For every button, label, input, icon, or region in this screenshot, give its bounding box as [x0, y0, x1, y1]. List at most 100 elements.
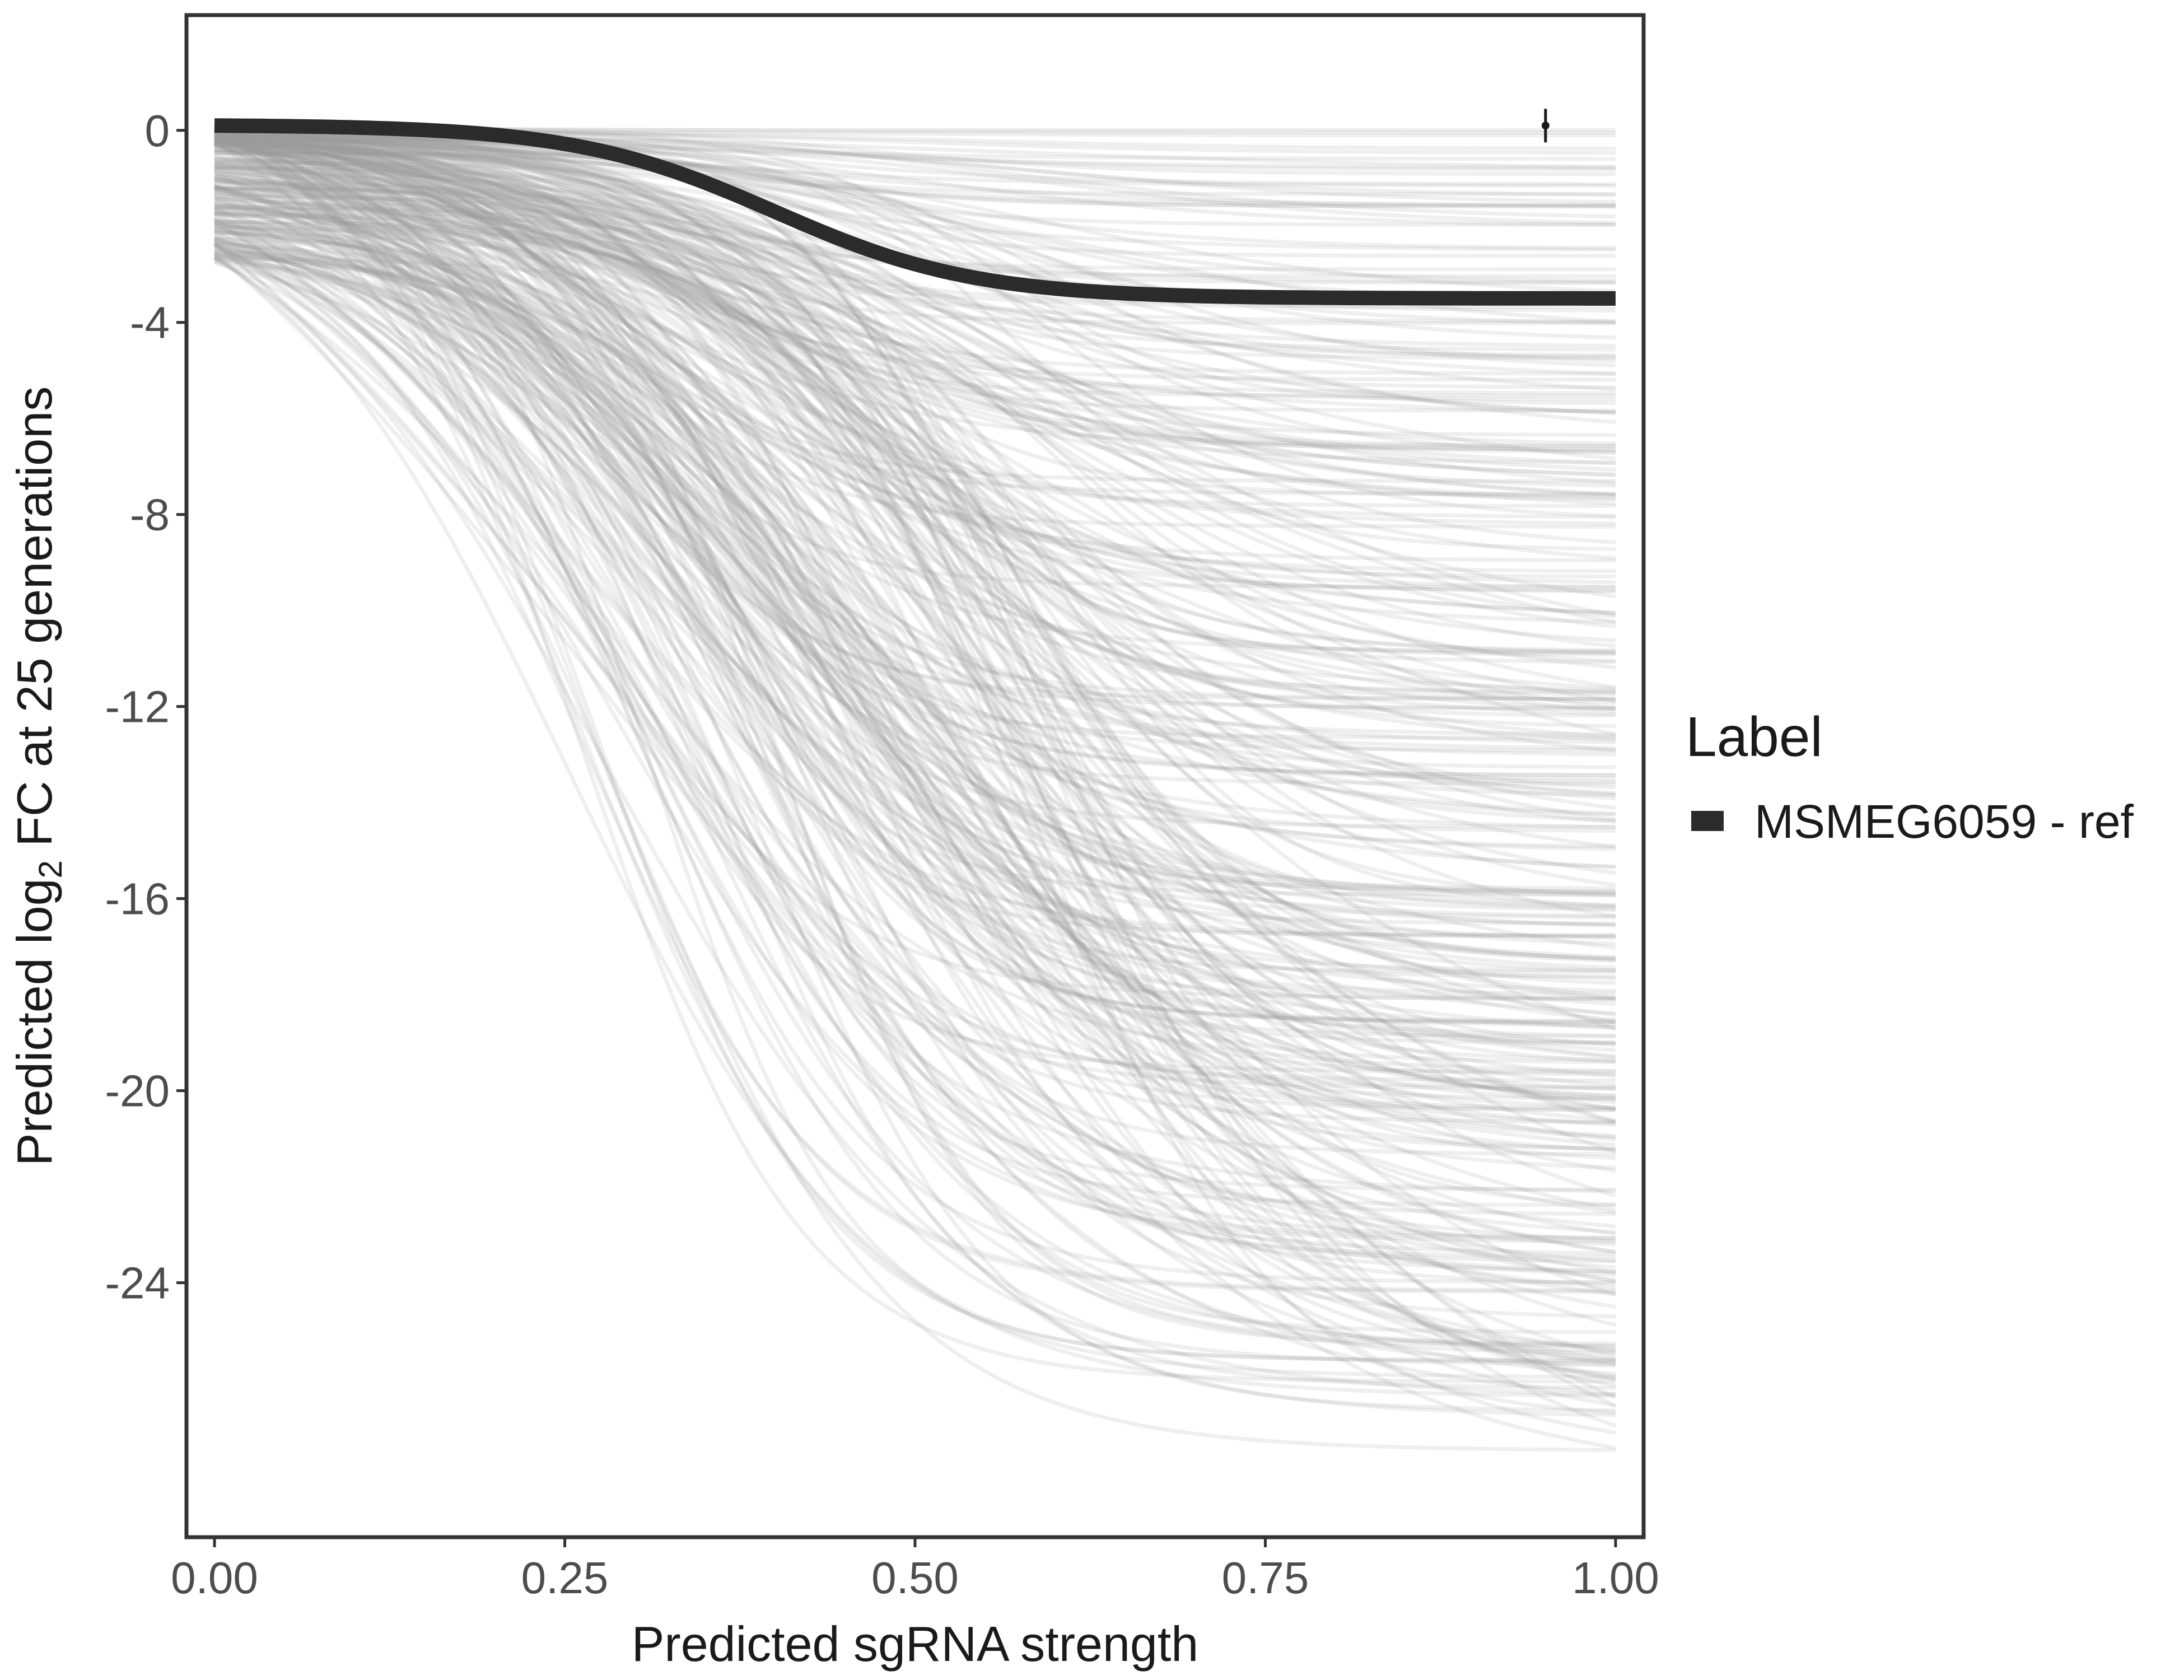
background-series-line	[214, 140, 1616, 1065]
background-series-line	[214, 186, 1616, 713]
background-series-line	[214, 136, 1616, 1348]
background-series-line	[214, 130, 1616, 313]
background-series-line	[214, 196, 1616, 822]
background-series-line	[213, 174, 1616, 585]
background-series-line	[213, 140, 1616, 1379]
y-tick-label: -24	[105, 1258, 170, 1308]
x-tick-label: 0.25	[521, 1553, 609, 1603]
background-series-line	[214, 147, 1616, 325]
background-series-line	[214, 129, 1616, 1368]
background-series-line	[214, 169, 1616, 544]
background-series-line	[214, 202, 1616, 869]
background-series-line	[214, 139, 1616, 810]
background-series-line	[214, 142, 1616, 777]
background-series-line	[213, 139, 1616, 981]
background-series-line	[214, 124, 1617, 1032]
background-series-line	[214, 139, 1617, 1428]
background-series-line	[213, 217, 1616, 1015]
background-series-line	[214, 143, 1616, 702]
background-series-line	[214, 134, 1616, 207]
background-series-line	[213, 251, 1616, 1361]
background-series-line	[214, 176, 1616, 615]
background-series-line	[213, 260, 1616, 1452]
background-series-line	[214, 140, 1616, 252]
background-series-line	[214, 124, 1616, 1111]
background-series-line	[214, 132, 1616, 188]
background-series-line	[214, 221, 1616, 1063]
background-series-line	[214, 204, 1616, 893]
background-series-line	[213, 256, 1616, 1408]
background-series-line	[214, 135, 1616, 1234]
background-series-line	[213, 240, 1616, 1243]
background-series-line	[214, 141, 1616, 703]
background-series-line	[213, 236, 1616, 1215]
background-series-line	[214, 136, 1616, 1123]
background-series-line	[214, 126, 1616, 1002]
background-series-line	[214, 147, 1616, 325]
background-series-line	[214, 136, 1616, 209]
background-series-line	[213, 210, 1616, 950]
background-series-line	[213, 183, 1616, 1396]
background-series-line	[214, 136, 1616, 689]
background-series-line	[214, 162, 1616, 478]
background-series-line	[214, 186, 1616, 710]
background-series-line	[214, 131, 1616, 1088]
background-series-line	[214, 139, 1616, 497]
background-series-line	[214, 137, 1616, 552]
background-series-line	[214, 190, 1616, 750]
background-series-line	[214, 227, 1616, 1127]
background-series-line	[214, 204, 1616, 898]
background-series-line	[214, 165, 1616, 497]
background-series-line	[214, 130, 1616, 972]
background-series-line	[213, 230, 1616, 1147]
background-series-line	[214, 151, 1616, 359]
background-series-line	[214, 250, 1616, 1351]
background-series-line	[214, 150, 1616, 348]
background-series-line	[214, 223, 1616, 1082]
background-series-line	[214, 238, 1616, 1229]
background-series-line	[214, 136, 1616, 926]
background-series-line	[214, 130, 1616, 701]
background-series-line	[214, 130, 1616, 781]
background-series-line	[214, 132, 1616, 1091]
background-series-line	[214, 125, 1616, 973]
background-series-line	[214, 186, 1616, 716]
background-series-line	[214, 204, 1616, 897]
background-series-line	[214, 217, 1616, 1025]
background-series-line	[214, 209, 1616, 946]
background-series-line	[214, 158, 1616, 437]
y-tick-label: -20	[105, 1066, 170, 1116]
background-series-line	[214, 124, 1616, 739]
background-series-line	[214, 256, 1616, 1415]
background-series-line	[213, 241, 1616, 1296]
background-series-line	[214, 227, 1616, 1125]
background-series-line	[214, 133, 1616, 890]
background-series-line	[213, 134, 1616, 1074]
background-series-line	[214, 197, 1616, 823]
background-series-line	[214, 171, 1616, 1006]
background-series-line	[214, 220, 1616, 1052]
background-series-line	[214, 135, 1616, 186]
background-series-line	[214, 209, 1617, 1399]
background-series-line	[214, 136, 1616, 208]
background-series-line	[214, 212, 1616, 970]
background-series-line	[214, 132, 1616, 797]
background-series-line	[213, 142, 1616, 1247]
background-series-line	[213, 217, 1616, 1017]
background-series-line	[214, 160, 1616, 455]
background-series-line	[214, 244, 1616, 1286]
background-series-line	[214, 142, 1616, 1361]
x-tick-label: 0.75	[1222, 1553, 1309, 1603]
background-series-line	[214, 134, 1616, 740]
background-series-line	[214, 137, 1616, 382]
background-series-line	[214, 156, 1616, 414]
background-series-line	[214, 251, 1616, 1364]
background-series-line	[214, 246, 1616, 1309]
background-series-line	[213, 244, 1616, 1292]
background-series-line	[214, 184, 1616, 691]
background-series-line	[214, 133, 1616, 918]
background-series-line	[214, 256, 1616, 1417]
background-series-line	[214, 137, 1616, 225]
background-series-line	[214, 136, 1616, 208]
